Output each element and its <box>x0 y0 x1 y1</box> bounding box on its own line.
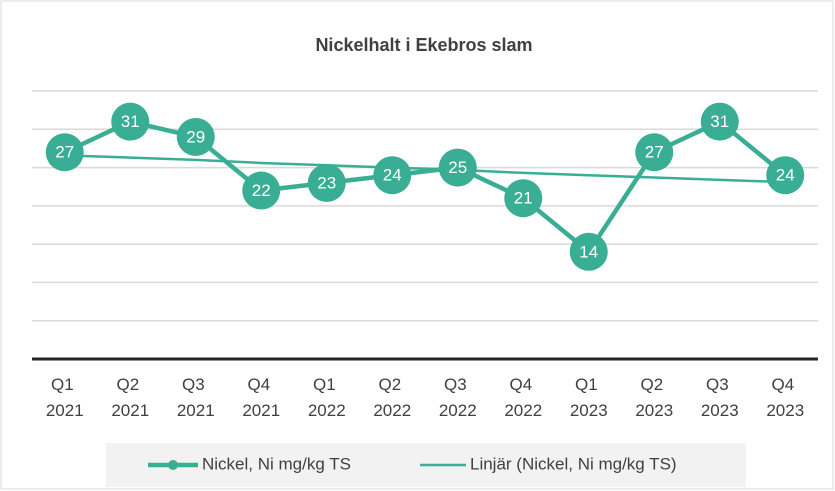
point-marker <box>700 102 739 141</box>
x-tick-label: Q4 2022 <box>504 375 542 420</box>
legend-swatch-marker <box>168 460 178 470</box>
trend-line <box>64 154 786 184</box>
point-marker <box>111 102 150 141</box>
data-label: 24 <box>776 166 795 185</box>
point-marker <box>635 133 674 172</box>
x-tick-label: Q1 2021 <box>46 375 84 420</box>
point-marker <box>766 156 805 195</box>
point-marker <box>242 171 281 210</box>
point-marker <box>373 156 412 195</box>
point-marker <box>438 148 477 187</box>
data-label: 27 <box>645 143 664 162</box>
x-tick-label: Q1 2022 <box>308 375 346 420</box>
legend-label: Linjär (Nickel, Ni mg/kg TS) <box>470 454 677 473</box>
data-label: 22 <box>252 181 271 200</box>
data-label: 31 <box>121 112 140 131</box>
chart-title: Nickelhalt i Ekebros slam <box>315 35 532 55</box>
point-marker <box>45 133 84 172</box>
x-tick-label: Q4 2021 <box>242 375 280 420</box>
point-marker <box>504 179 543 218</box>
legend-label: Nickel, Ni mg/kg TS <box>202 454 351 473</box>
data-label: 24 <box>383 166 402 185</box>
data-label: 29 <box>186 127 205 146</box>
x-tick-label: Q3 2021 <box>177 375 215 420</box>
data-label: 14 <box>579 242 598 261</box>
x-tick-label: Q3 2022 <box>439 375 477 420</box>
data-label: 27 <box>55 143 74 162</box>
x-tick-label: Q4 2023 <box>766 375 804 420</box>
x-tick-label: Q3 2023 <box>701 375 739 420</box>
data-label: 23 <box>317 173 336 192</box>
x-tick-label: Q1 2023 <box>570 375 608 420</box>
point-marker <box>307 163 346 202</box>
data-label: 21 <box>514 189 533 208</box>
x-tick-label: Q2 2021 <box>111 375 149 420</box>
point-marker <box>569 232 608 271</box>
point-marker <box>176 117 215 156</box>
x-tick-label: Q2 2023 <box>635 375 673 420</box>
x-tick-label: Q2 2022 <box>373 375 411 420</box>
data-label: 31 <box>710 112 729 131</box>
data-label: 25 <box>448 158 467 177</box>
